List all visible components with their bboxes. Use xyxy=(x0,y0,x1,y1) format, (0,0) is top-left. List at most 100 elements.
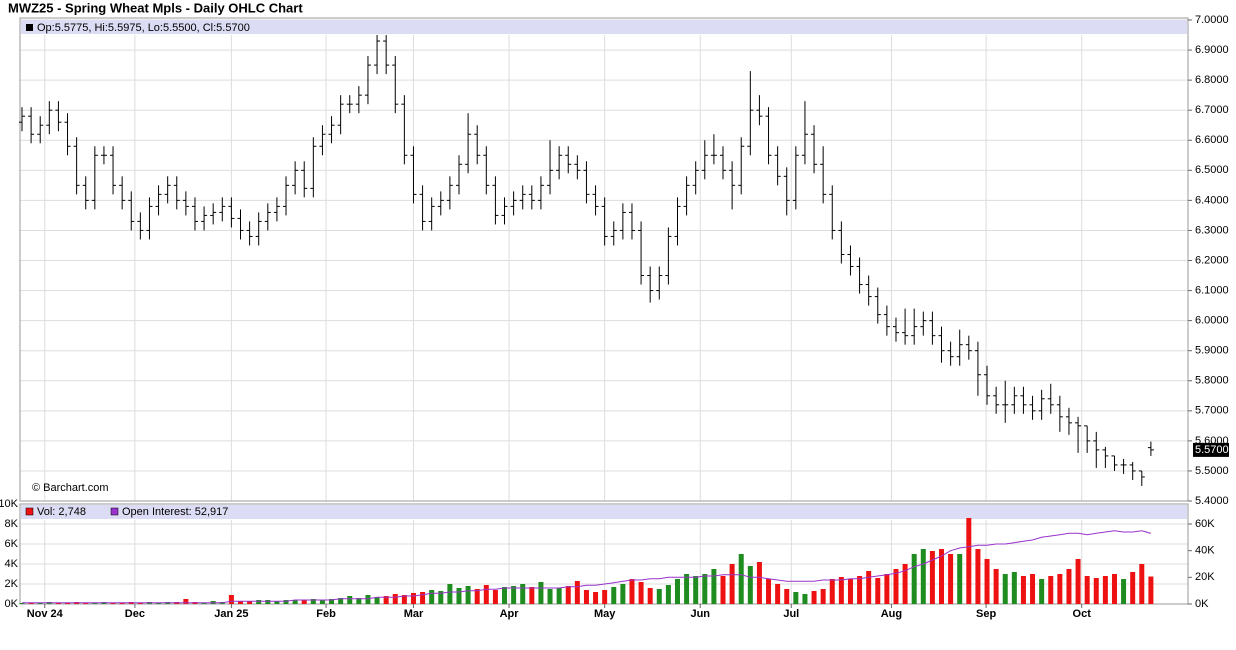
volume-bar xyxy=(520,584,526,604)
volume-bar xyxy=(565,586,571,604)
volume-bar xyxy=(319,600,325,604)
volume-bar xyxy=(547,589,553,604)
x-tick-label: Sep xyxy=(976,608,996,620)
volume-bar xyxy=(392,594,398,604)
volume-bar xyxy=(693,576,699,604)
volume-bar xyxy=(920,549,926,604)
volume-bar xyxy=(1111,574,1117,604)
x-tick-label: Apr xyxy=(500,608,520,620)
volume-bar xyxy=(137,603,143,604)
volume-bar xyxy=(847,579,853,604)
volume-bar xyxy=(474,589,480,604)
x-tick-label: Nov 24 xyxy=(27,608,64,620)
volume-bar xyxy=(593,592,599,604)
volume-bar xyxy=(756,562,762,604)
volume-bar xyxy=(875,578,881,604)
volume-bar xyxy=(502,587,508,604)
volume-tick-label: 2K xyxy=(5,578,19,590)
volume-bar xyxy=(811,591,817,604)
volume-bar xyxy=(975,549,981,604)
volume-bar xyxy=(1139,564,1145,604)
volume-tick-label: 4K xyxy=(5,558,19,570)
volume-bar xyxy=(283,600,289,604)
volume-bar xyxy=(1057,574,1063,604)
legend-band xyxy=(21,505,1187,519)
volume-bar xyxy=(729,564,735,604)
volume-bar xyxy=(55,603,61,604)
volume-bar xyxy=(948,554,954,604)
volume-bar xyxy=(957,554,963,604)
y-tick-label: 6.0000 xyxy=(1195,315,1229,327)
volume-bar xyxy=(838,577,844,604)
volume-bar xyxy=(1020,576,1026,604)
oi-tick-label: 60K xyxy=(1195,518,1215,530)
x-tick-label: Aug xyxy=(881,608,902,620)
x-tick-label: Feb xyxy=(316,608,336,620)
volume-bar xyxy=(538,582,544,604)
volume-bar xyxy=(529,587,535,604)
volume-bar xyxy=(702,574,708,604)
volume-bar xyxy=(775,584,781,604)
volume-bar xyxy=(802,594,808,604)
open-interest-legend: Open Interest: 52,917 xyxy=(122,506,228,518)
volume-bar xyxy=(966,518,972,604)
x-tick-label: Jun xyxy=(690,608,710,620)
volume-bar xyxy=(684,574,690,604)
x-tick-label: Dec xyxy=(125,608,145,620)
volume-bar xyxy=(583,590,589,604)
y-tick-label: 6.1000 xyxy=(1195,284,1229,296)
volume-bar xyxy=(602,590,608,604)
volume-bar xyxy=(647,588,653,604)
volume-bar xyxy=(784,589,790,604)
volume-bar xyxy=(857,576,863,604)
y-tick-label: 6.6000 xyxy=(1195,134,1229,146)
volume-bar xyxy=(420,592,426,604)
volume-bar xyxy=(866,571,872,604)
volume-bar xyxy=(656,589,662,604)
volume-tick-label: 10K xyxy=(0,498,19,510)
volume-bar xyxy=(338,598,344,604)
volume-bar xyxy=(456,588,462,604)
y-tick-label: 5.5000 xyxy=(1195,465,1229,477)
y-tick-label: 6.8000 xyxy=(1195,74,1229,86)
volume-bar xyxy=(1066,569,1072,604)
volume-bar xyxy=(37,603,43,604)
volume-bar xyxy=(711,569,717,604)
volume-bar xyxy=(374,597,380,604)
volume-bar xyxy=(483,585,489,604)
volume-bar xyxy=(738,554,744,604)
volume-bar xyxy=(939,549,945,604)
y-tick-label: 5.7000 xyxy=(1195,405,1229,417)
volume-bar xyxy=(1039,579,1045,604)
volume-bar xyxy=(1048,576,1054,604)
volume-bar xyxy=(310,599,316,604)
volume-bar xyxy=(893,569,899,604)
volume-bar xyxy=(1093,578,1099,604)
volume-bar xyxy=(511,586,517,604)
open-interest-line xyxy=(22,530,1152,604)
volume-bar xyxy=(793,592,799,604)
volume-bar xyxy=(766,579,772,604)
y-tick-label: 5.8000 xyxy=(1195,375,1229,387)
volume-bar xyxy=(19,603,25,604)
x-tick-label: Jan 25 xyxy=(214,608,248,620)
volume-bar xyxy=(83,603,89,604)
volume-bar xyxy=(929,551,935,604)
volume-bar xyxy=(383,596,389,604)
price-panel xyxy=(19,17,1189,502)
volume-bar xyxy=(401,595,407,604)
volume-bar xyxy=(556,588,562,604)
volume-bar xyxy=(465,586,471,604)
volume-bar xyxy=(429,590,435,604)
last-price-label: 5.5700 xyxy=(1195,444,1229,456)
volume-legend: Vol: 2,748 xyxy=(37,506,86,518)
volume-bar xyxy=(247,601,253,604)
volume-bar xyxy=(329,599,335,604)
x-tick-label: Oct xyxy=(1073,608,1092,620)
volume-bar xyxy=(1148,576,1154,604)
volume-bar xyxy=(674,579,680,604)
volume-bar xyxy=(902,564,908,604)
volume-bar xyxy=(274,601,280,604)
volume-bar xyxy=(911,554,917,604)
